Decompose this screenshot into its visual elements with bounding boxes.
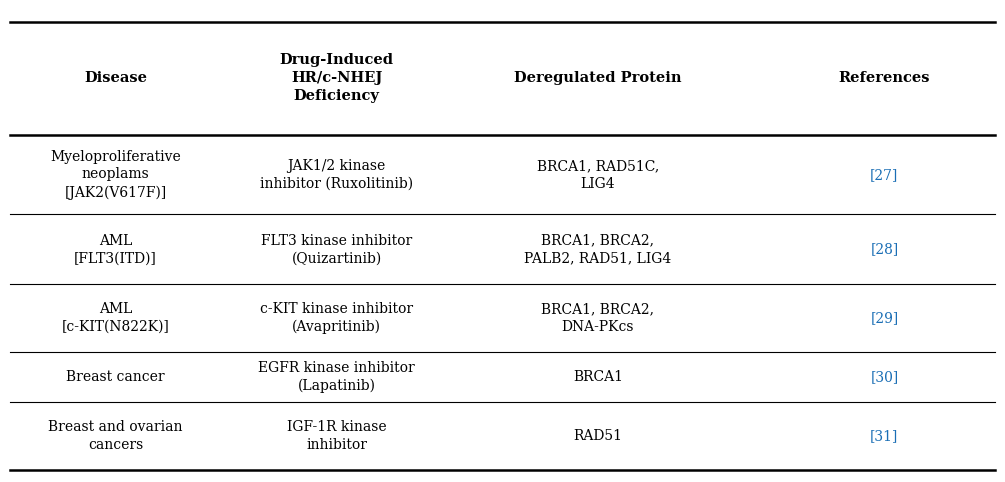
Text: BRCA1, BRCA2,
PALB2, RAD51, LIG4: BRCA1, BRCA2, PALB2, RAD51, LIG4 bbox=[525, 233, 671, 266]
Text: [29]: [29] bbox=[870, 311, 898, 325]
Text: Breast and ovarian
cancers: Breast and ovarian cancers bbox=[48, 420, 183, 452]
Text: IGF-1R kinase
inhibitor: IGF-1R kinase inhibitor bbox=[286, 420, 387, 452]
Text: JAK1/2 kinase
inhibitor (Ruxolitinib): JAK1/2 kinase inhibitor (Ruxolitinib) bbox=[260, 159, 413, 191]
Text: AML
[FLT3(ITD)]: AML [FLT3(ITD)] bbox=[74, 233, 157, 266]
Text: Deregulated Protein: Deregulated Protein bbox=[515, 71, 681, 85]
Text: [31]: [31] bbox=[870, 429, 898, 443]
Text: References: References bbox=[838, 71, 931, 85]
Text: Myeloproliferative
neoplams
[JAK2(V617F)]: Myeloproliferative neoplams [JAK2(V617F)… bbox=[50, 149, 181, 200]
Text: [30]: [30] bbox=[870, 370, 898, 384]
Text: [28]: [28] bbox=[870, 242, 898, 256]
Text: RAD51: RAD51 bbox=[574, 429, 622, 443]
Text: EGFR kinase inhibitor
(Lapatinib): EGFR kinase inhibitor (Lapatinib) bbox=[258, 361, 415, 393]
Text: BRCA1, BRCA2,
DNA-PKcs: BRCA1, BRCA2, DNA-PKcs bbox=[542, 302, 654, 334]
Text: BRCA1: BRCA1 bbox=[573, 370, 623, 384]
Text: [27]: [27] bbox=[870, 168, 898, 182]
Text: AML
[c-KIT(N822K)]: AML [c-KIT(N822K)] bbox=[61, 302, 170, 334]
Text: BRCA1, RAD51C,
LIG4: BRCA1, RAD51C, LIG4 bbox=[537, 159, 659, 191]
Text: Breast cancer: Breast cancer bbox=[66, 370, 165, 384]
Text: Drug-Induced
HR/c-NHEJ
Deficiency: Drug-Induced HR/c-NHEJ Deficiency bbox=[279, 54, 394, 103]
Text: Disease: Disease bbox=[84, 71, 147, 85]
Text: FLT3 kinase inhibitor
(Quizartinib): FLT3 kinase inhibitor (Quizartinib) bbox=[261, 233, 412, 266]
Text: c-KIT kinase inhibitor
(Avapritinib): c-KIT kinase inhibitor (Avapritinib) bbox=[260, 302, 413, 335]
